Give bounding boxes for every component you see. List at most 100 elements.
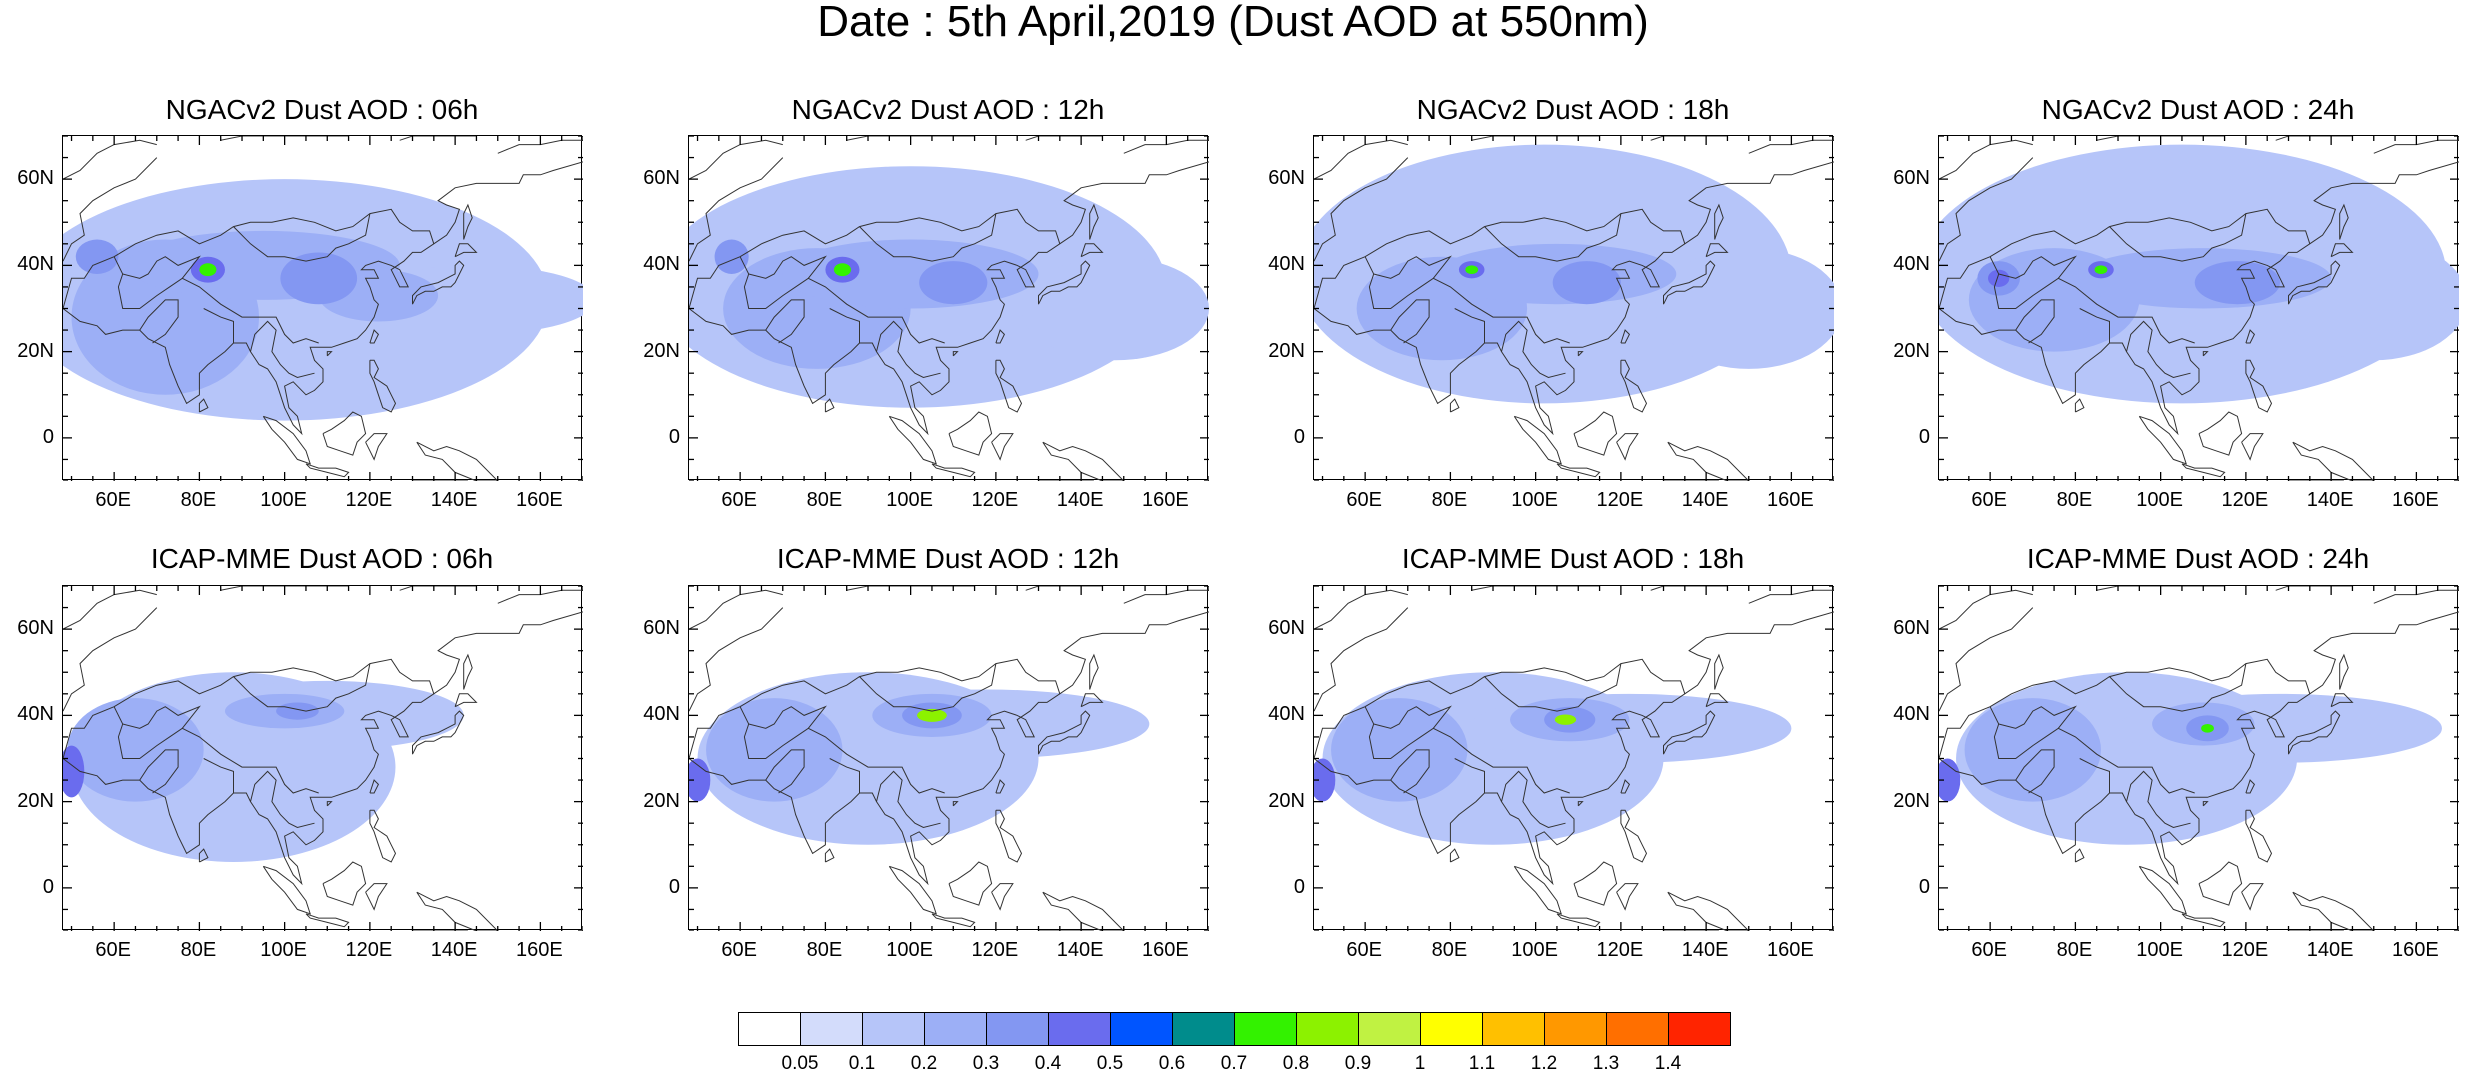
coastline [2275,586,2353,591]
coastline [931,463,976,478]
colorbar-label: 0.1 [848,1053,876,1074]
coastline [369,329,380,344]
colorbar-label: 0.2 [910,1053,938,1074]
coastline [689,658,1061,759]
coastline [63,611,583,886]
coastline [2275,136,2353,141]
coastline [1390,299,1430,344]
coastline [765,299,805,344]
coastline [1939,139,2033,180]
dust-aod-region [919,261,988,305]
coastline [1663,710,1716,755]
lat-tick-label: 60N [643,617,680,640]
coastline [1616,883,1639,911]
coastline [2109,663,2247,712]
coastline [1501,320,1566,379]
lon-tick-label: 80E [806,939,843,961]
coastline [1038,710,1091,755]
dust-aod-region [1939,758,1961,802]
coastline [1577,351,1584,357]
lon-tick-label: 120E [1596,939,1644,961]
coastline [1620,329,1631,344]
coastline [1556,463,1601,478]
aod-map-canvas [689,136,1209,481]
colorbar-label: 0.05 [781,1053,819,1074]
dust-aod-region [2094,265,2108,274]
panel-title: ICAP-MME Dust AOD : 18h [1401,543,1745,574]
lon-tick-label: 60E [95,489,131,511]
coastline [63,607,158,712]
lon-tick-label: 80E [2056,489,2093,511]
coastline [322,411,367,456]
colorbar-label: 0.7 [1220,1053,1248,1074]
lon-tick-label: 160E [2392,489,2439,511]
colorbar-swatch [1172,1012,1235,1046]
coastline [2292,441,2375,481]
coastline [991,883,1014,911]
coastline [1314,208,1686,309]
lon-tick-label: 120E [971,939,1019,961]
coastline [1501,770,1566,829]
coastline [1449,848,1460,863]
lat-tick-label: 0 [1293,875,1305,898]
lat-tick-label: 40N [643,703,680,726]
aod-map-canvas [1939,136,2459,481]
coastline [463,653,473,690]
coastline [2202,351,2209,357]
lon-tick-label: 80E [180,939,217,961]
coastline [689,208,1061,309]
coastline [689,157,784,262]
coastline [2198,411,2243,456]
lat-tick-label: 20N [643,339,680,362]
lat-tick-label: 20N [1268,789,1305,812]
coastline [689,611,1209,886]
lat-tick-label: 20N [1893,789,1930,812]
dust-aod-region [280,252,358,305]
dust-aod-region [1554,714,1577,725]
coastline [2109,213,2247,262]
dust-aod-region [2194,261,2280,305]
lon-tick-label: 80E [806,489,843,511]
map-panel [62,135,583,481]
coastline [63,139,157,180]
colorbar-swatch [1606,1012,1669,1046]
coastline [748,705,827,729]
coastline [1513,415,1562,465]
dust-aod-region [825,689,1150,759]
coastline [1714,203,1724,240]
lon-tick-label: 120E [2221,489,2269,511]
dust-aod-region [1964,698,2101,802]
coastline [689,161,1209,436]
lat-tick-label: 60N [17,167,54,190]
coastline [829,758,860,793]
coastline [1454,308,1485,343]
colorbar-swatch [1544,1012,1607,1046]
lat-tick-label: 20N [643,789,680,812]
panel-title: NGACv2 Dust AOD : 18h [1416,94,1730,125]
coastline [1513,865,1562,915]
coastline [1667,441,1750,481]
coastline [2339,653,2349,690]
coastline [1939,208,2311,309]
coastline [369,809,397,863]
coastline [824,848,835,863]
lon-tick-label: 120E [971,489,1019,511]
coastline [1042,891,1125,931]
aod-map-canvas [63,586,583,931]
lat-tick-label: 60N [1268,617,1305,640]
coastline [1314,157,1409,262]
coastline [1663,260,1716,305]
coastline [1025,136,1103,141]
coastline [412,260,465,305]
coastline [2339,203,2349,240]
coastline [948,411,993,456]
coastline [399,136,477,141]
lon-tick-label: 140E [430,489,478,511]
lat-tick-label: 40N [1893,253,1930,276]
colorbar-label: 1.1 [1468,1053,1496,1074]
aod-map-canvas [1939,586,2459,931]
coastline [198,848,209,863]
colorbar-swatch [1048,1012,1111,1046]
lon-tick-label: 160E [516,939,563,961]
lon-tick-label: 160E [1767,489,1814,511]
